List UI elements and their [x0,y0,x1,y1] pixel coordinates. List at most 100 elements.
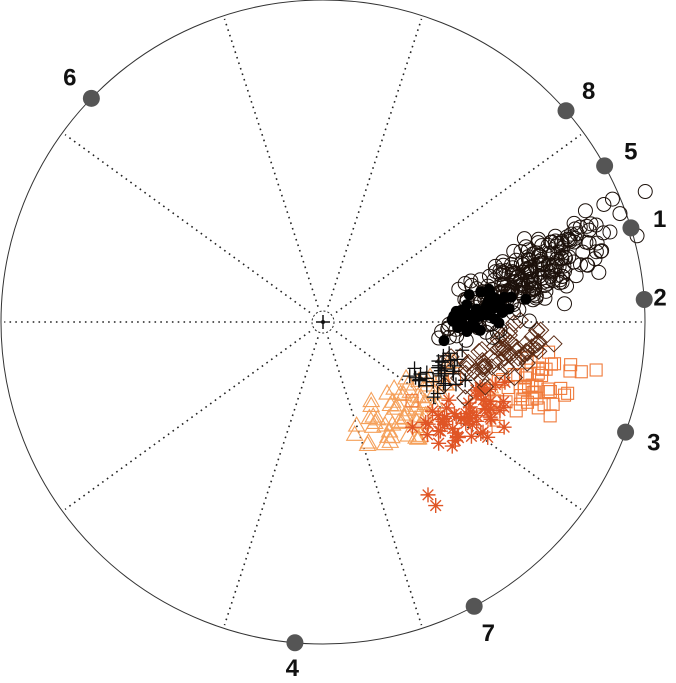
square-point [520,395,535,409]
plus-point [411,373,426,388]
square-point [557,388,572,402]
asterisk-point [495,394,511,410]
asterisk-point [447,433,463,449]
anchor-label-8: 8 [582,78,595,105]
plus-point [407,361,422,376]
center-marker [311,310,335,334]
plus-point [426,374,441,389]
open-circle-point [566,215,582,231]
asterisk-point [496,419,512,435]
square-point [544,357,558,371]
dimension-anchors: 1 2 3 4 5 6 7 8 [63,64,667,682]
square-point [563,364,577,378]
diamond-point [490,362,509,381]
open-circle-point [530,235,546,251]
plus-point [436,376,451,391]
grid-spoke-2 [327,18,423,307]
filled-dot-point [481,305,493,317]
plus-point [419,365,434,380]
square-point [513,397,527,411]
plus-point [448,377,463,392]
square-point [518,371,533,385]
square-point [561,386,575,400]
anchor-label-3: 3 [647,429,660,456]
filled-dot-point [438,335,450,347]
filled-dot-point [470,321,482,333]
asterisk-point [475,424,491,440]
open-circle-point [562,232,578,248]
diamond-point [493,326,511,345]
open-circle-point [481,268,497,284]
plus-point [434,368,449,383]
asterisk-point [461,395,477,411]
anchor-point-7 [465,597,483,615]
diamond-point [529,333,548,351]
anchor-label-4: 4 [286,655,300,682]
diamond-point [500,343,518,361]
open-circle-point [495,254,511,270]
triangle-point [416,394,435,410]
filled-dot-point [520,293,532,305]
asterisk-point [462,399,478,415]
triangle-point [408,429,427,445]
asterisk-point [418,414,434,430]
open-circle-point [602,224,618,240]
asterisk-point [404,419,420,435]
open-circle-point [557,296,573,312]
open-circle-point [563,226,579,242]
triangle-point [368,409,387,426]
asterisk-point [472,380,488,396]
diamond-point [490,352,509,371]
diamond-point [470,342,488,361]
anchor-point-5 [596,157,614,175]
open-circle-point [496,276,512,292]
diamond-point [529,334,548,352]
grid-spoke-4 [64,133,311,314]
anchor-label-2: 2 [653,284,666,311]
triangle-point [359,432,378,449]
square-point [546,397,560,411]
open-circle-point [575,244,591,260]
filled-dot-point [484,288,496,300]
asterisk-point [468,382,484,398]
square-point [521,379,536,393]
square-point [520,368,534,382]
asterisk-point [424,403,440,419]
open-circle-point [507,265,523,281]
outer-circle [0,0,646,645]
plus-point [447,358,462,373]
diamond-point [451,347,470,366]
open-circle-point [492,267,508,283]
open-circle-point [522,263,538,279]
square-point [405,394,419,408]
open-circle-point [548,238,564,254]
asterisk-point [446,406,462,422]
asterisk-point [430,407,446,423]
filled-dot-point [495,303,507,315]
diamond-point [530,342,548,360]
open-circle-point [531,247,547,263]
anchor-point-8 [557,102,575,120]
asterisk-point [475,392,491,408]
triangle-point [396,404,415,421]
asterisk-point [439,400,455,416]
outlier-asterisk-point [428,498,444,514]
diamond-point [457,377,475,395]
diamond-point [500,322,519,340]
asterisk-point [483,411,499,427]
open-circle-point [494,277,510,293]
plus-point [442,346,457,361]
open-circle-point [596,196,612,212]
open-circle-point [579,218,595,234]
open-circle-point [451,281,467,297]
plus-point [426,390,441,405]
diamond-point [473,357,492,376]
open-circle-point [612,206,628,222]
asterisk-point [441,392,457,408]
open-circle-point [594,243,610,259]
anchor-label-6: 6 [63,64,76,91]
diamond-point [474,360,492,378]
square-point [547,357,562,371]
plus-point [431,360,446,375]
open-circle-point [558,250,574,266]
